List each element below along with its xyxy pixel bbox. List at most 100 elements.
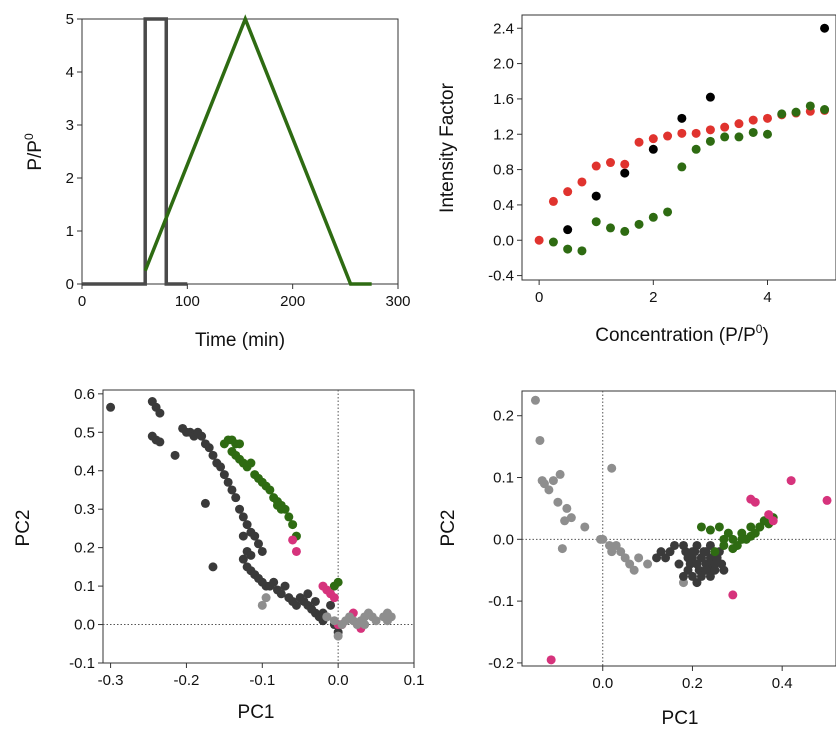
data-point: [696, 571, 706, 581]
data-point: [643, 559, 653, 569]
data-point: [786, 476, 796, 486]
data-point: [155, 437, 165, 447]
y-ticks: -0.2 -0.1 0.0 0.1 0.2: [488, 408, 522, 672]
data-point: [555, 469, 565, 479]
data-point: [200, 498, 210, 508]
data-point: [663, 207, 673, 217]
data-point: [687, 547, 697, 557]
data-point: [652, 553, 662, 563]
y-tick-label: 1.2: [493, 126, 514, 143]
data-point: [616, 547, 626, 557]
y-tick-label: 0.4: [493, 197, 514, 214]
data-point: [663, 131, 673, 141]
data-point: [591, 217, 601, 227]
data-point: [714, 522, 724, 532]
data-point: [276, 589, 286, 599]
data-point: [535, 435, 545, 445]
data-point: [254, 539, 263, 549]
data-point: [705, 571, 715, 581]
x-axis-label-end: ): [762, 325, 768, 346]
data-point: [360, 620, 370, 630]
y-tick-label: 0.5: [74, 424, 95, 441]
data-point: [322, 612, 332, 622]
data-point: [310, 596, 320, 606]
series-group: [82, 14, 372, 286]
data-point: [155, 408, 165, 418]
x-ticks: -0.3 -0.2 -0.1 0.0 0.1: [98, 663, 424, 689]
data-point: [605, 158, 615, 168]
data-point: [548, 196, 558, 206]
data-point: [208, 562, 218, 572]
data-point: [231, 493, 241, 503]
data-point: [208, 450, 218, 460]
data-point: [750, 497, 760, 507]
x-tick-label: 100: [175, 293, 200, 310]
data-point: [705, 125, 715, 135]
data-point: [250, 531, 260, 541]
y-tick-label: 0.4: [74, 463, 95, 480]
data-point: [629, 565, 639, 575]
y-tick-label: 2.4: [493, 20, 514, 37]
series-group: [534, 23, 830, 256]
data-point: [705, 92, 715, 102]
x-tick-label: 300: [385, 293, 410, 310]
data-point: [748, 127, 758, 137]
y-tick-label: 0.0: [74, 617, 95, 634]
data-point: [548, 237, 558, 247]
data-point: [822, 495, 832, 505]
y-tick-label: -0.1: [69, 655, 95, 672]
y-tick-label: 0.0: [493, 232, 514, 249]
data-point: [734, 119, 744, 129]
data-point: [691, 128, 701, 138]
data-point: [620, 168, 630, 178]
data-point: [329, 581, 339, 591]
y-tick-label: 5: [66, 11, 74, 28]
data-point: [284, 512, 294, 522]
data-point: [106, 402, 116, 412]
data-point: [563, 225, 573, 235]
data-point: [648, 212, 658, 222]
data-point: [539, 479, 549, 489]
data-point: [371, 616, 381, 626]
plot-frame: [521, 14, 836, 281]
data-point: [620, 553, 630, 563]
data-point: [288, 535, 298, 545]
data-point: [719, 565, 729, 575]
data-point: [197, 431, 207, 441]
y-tick-label: 0.2: [74, 540, 95, 557]
x-axis-label: PC1: [662, 708, 699, 729]
plot-frame: [521, 390, 836, 667]
x-axis-label: Time (min): [195, 330, 285, 351]
x-axis-label-sup: 0: [756, 322, 763, 336]
data-point: [530, 395, 540, 405]
data-point: [269, 577, 279, 587]
data-point: [242, 520, 252, 530]
data-point: [719, 540, 729, 550]
data-point: [544, 485, 554, 495]
x-tick-label: 2: [649, 289, 657, 306]
data-point: [678, 578, 688, 588]
data-point: [326, 600, 336, 610]
x-axis-label: PC1: [238, 702, 275, 723]
x-tick-label: 0: [535, 289, 543, 306]
x-tick-label: -0.1: [249, 672, 275, 689]
data-point: [677, 113, 687, 123]
y-tick-label: 3: [66, 117, 74, 134]
data-point: [548, 476, 558, 486]
data-point: [560, 516, 570, 526]
data-point: [762, 129, 772, 139]
data-point: [238, 512, 248, 522]
data-point: [634, 137, 644, 147]
data-point: [762, 113, 772, 123]
data-point: [303, 589, 313, 599]
x-tick-label: -0.2: [174, 672, 200, 689]
data-point: [598, 534, 608, 544]
series-line: [143, 14, 372, 286]
y-tick-label: 0.0: [493, 531, 514, 548]
data-point: [705, 136, 715, 146]
x-tick-label: 4: [763, 289, 771, 306]
data-point: [661, 553, 671, 563]
y-tick-label: -0.1: [488, 593, 514, 610]
data-point: [656, 547, 666, 557]
y-axis-label-base: P/P: [25, 140, 46, 171]
